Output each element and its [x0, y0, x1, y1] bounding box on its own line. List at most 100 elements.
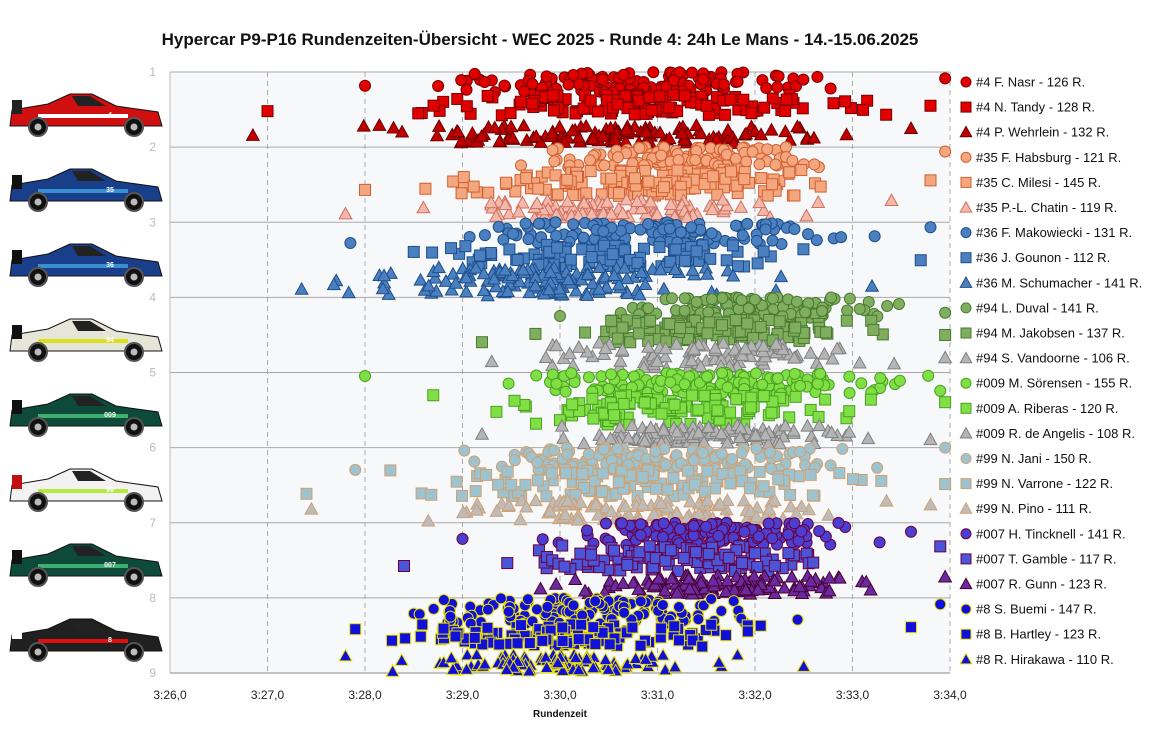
data-point — [626, 621, 639, 634]
data-point — [474, 128, 489, 142]
data-point — [677, 551, 690, 564]
data-point — [643, 420, 658, 434]
data-point — [349, 623, 362, 636]
data-point — [786, 350, 802, 364]
data-point — [709, 482, 722, 495]
data-point — [521, 663, 537, 677]
data-point — [460, 647, 475, 661]
data-point — [596, 485, 609, 498]
data-point — [421, 513, 436, 527]
data-point — [843, 386, 856, 399]
data-point — [573, 404, 586, 417]
data-point — [474, 426, 490, 440]
data-point — [812, 418, 827, 432]
data-point — [761, 189, 774, 202]
data-point — [595, 370, 608, 383]
data-point — [656, 422, 671, 436]
x-tick-label: 3:27,0 — [251, 688, 285, 702]
car-stripe — [38, 339, 128, 343]
data-point — [633, 546, 646, 559]
data-point — [672, 634, 685, 647]
data-point — [659, 554, 672, 567]
legend-item: #94 S. Vandoorne - 106 R. — [959, 351, 1130, 366]
y-tick-label: 3 — [149, 215, 156, 229]
data-point — [476, 336, 488, 349]
data-point — [715, 605, 728, 618]
data-point — [853, 302, 866, 315]
data-point — [903, 121, 919, 134]
data-point — [245, 127, 261, 141]
data-point — [552, 119, 567, 133]
data-point — [338, 648, 353, 662]
data-point — [501, 465, 514, 478]
data-point — [530, 369, 543, 382]
series-19-points — [456, 516, 917, 552]
data-point — [667, 472, 680, 485]
data-point — [426, 246, 439, 259]
data-point — [477, 656, 493, 670]
data-point — [784, 488, 797, 501]
data-point — [702, 547, 715, 560]
data-point — [715, 447, 728, 460]
data-point — [600, 194, 615, 208]
data-point — [843, 370, 856, 383]
data-point — [550, 655, 566, 669]
data-point — [571, 208, 586, 222]
data-point — [811, 70, 824, 83]
data-point — [416, 200, 431, 214]
data-point — [773, 315, 786, 328]
data-point — [611, 442, 624, 455]
legend-label: #94 S. Vandoorne - 106 R. — [976, 351, 1130, 366]
data-point — [469, 485, 482, 498]
data-point — [565, 367, 578, 380]
data-point — [565, 123, 580, 137]
data-point — [788, 517, 801, 530]
data-point — [737, 93, 750, 106]
data-point — [741, 317, 754, 330]
series-17-points — [300, 464, 952, 503]
data-point — [634, 639, 647, 652]
data-point — [867, 323, 880, 336]
data-point — [481, 621, 494, 634]
data-point — [567, 69, 580, 82]
data-point — [767, 493, 782, 507]
data-point — [804, 403, 817, 416]
data-point — [817, 346, 832, 360]
data-point — [467, 180, 480, 193]
data-point — [691, 506, 707, 520]
data-point — [574, 547, 587, 560]
data-point — [667, 74, 680, 87]
data-point — [780, 93, 793, 106]
data-point — [398, 560, 410, 573]
data-point — [810, 234, 823, 247]
car-stripe — [38, 564, 128, 568]
data-point — [561, 448, 574, 461]
legend-label: #009 A. Riberas - 120 R. — [976, 401, 1118, 416]
data-point — [447, 175, 460, 188]
data-point — [736, 229, 749, 242]
data-point — [738, 341, 753, 355]
car-number: 8 — [108, 637, 112, 644]
data-point — [749, 509, 764, 523]
data-point — [716, 367, 729, 380]
series-21-points — [533, 568, 953, 600]
data-point — [560, 493, 575, 507]
data-point — [740, 155, 753, 168]
data-point — [615, 517, 628, 530]
data-point — [924, 221, 937, 234]
data-point — [567, 599, 580, 612]
data-point — [765, 406, 778, 419]
data-point — [905, 621, 917, 634]
data-point — [431, 118, 447, 132]
data-point — [757, 245, 770, 258]
data-point — [605, 314, 618, 327]
data-point — [540, 490, 553, 503]
y-tick-label: 4 — [149, 290, 156, 304]
data-point — [583, 154, 596, 167]
legend-marker — [960, 101, 972, 113]
data-point — [549, 169, 562, 182]
data-point — [554, 418, 570, 432]
data-point — [617, 260, 632, 274]
data-point — [829, 341, 845, 355]
data-point — [700, 493, 715, 507]
